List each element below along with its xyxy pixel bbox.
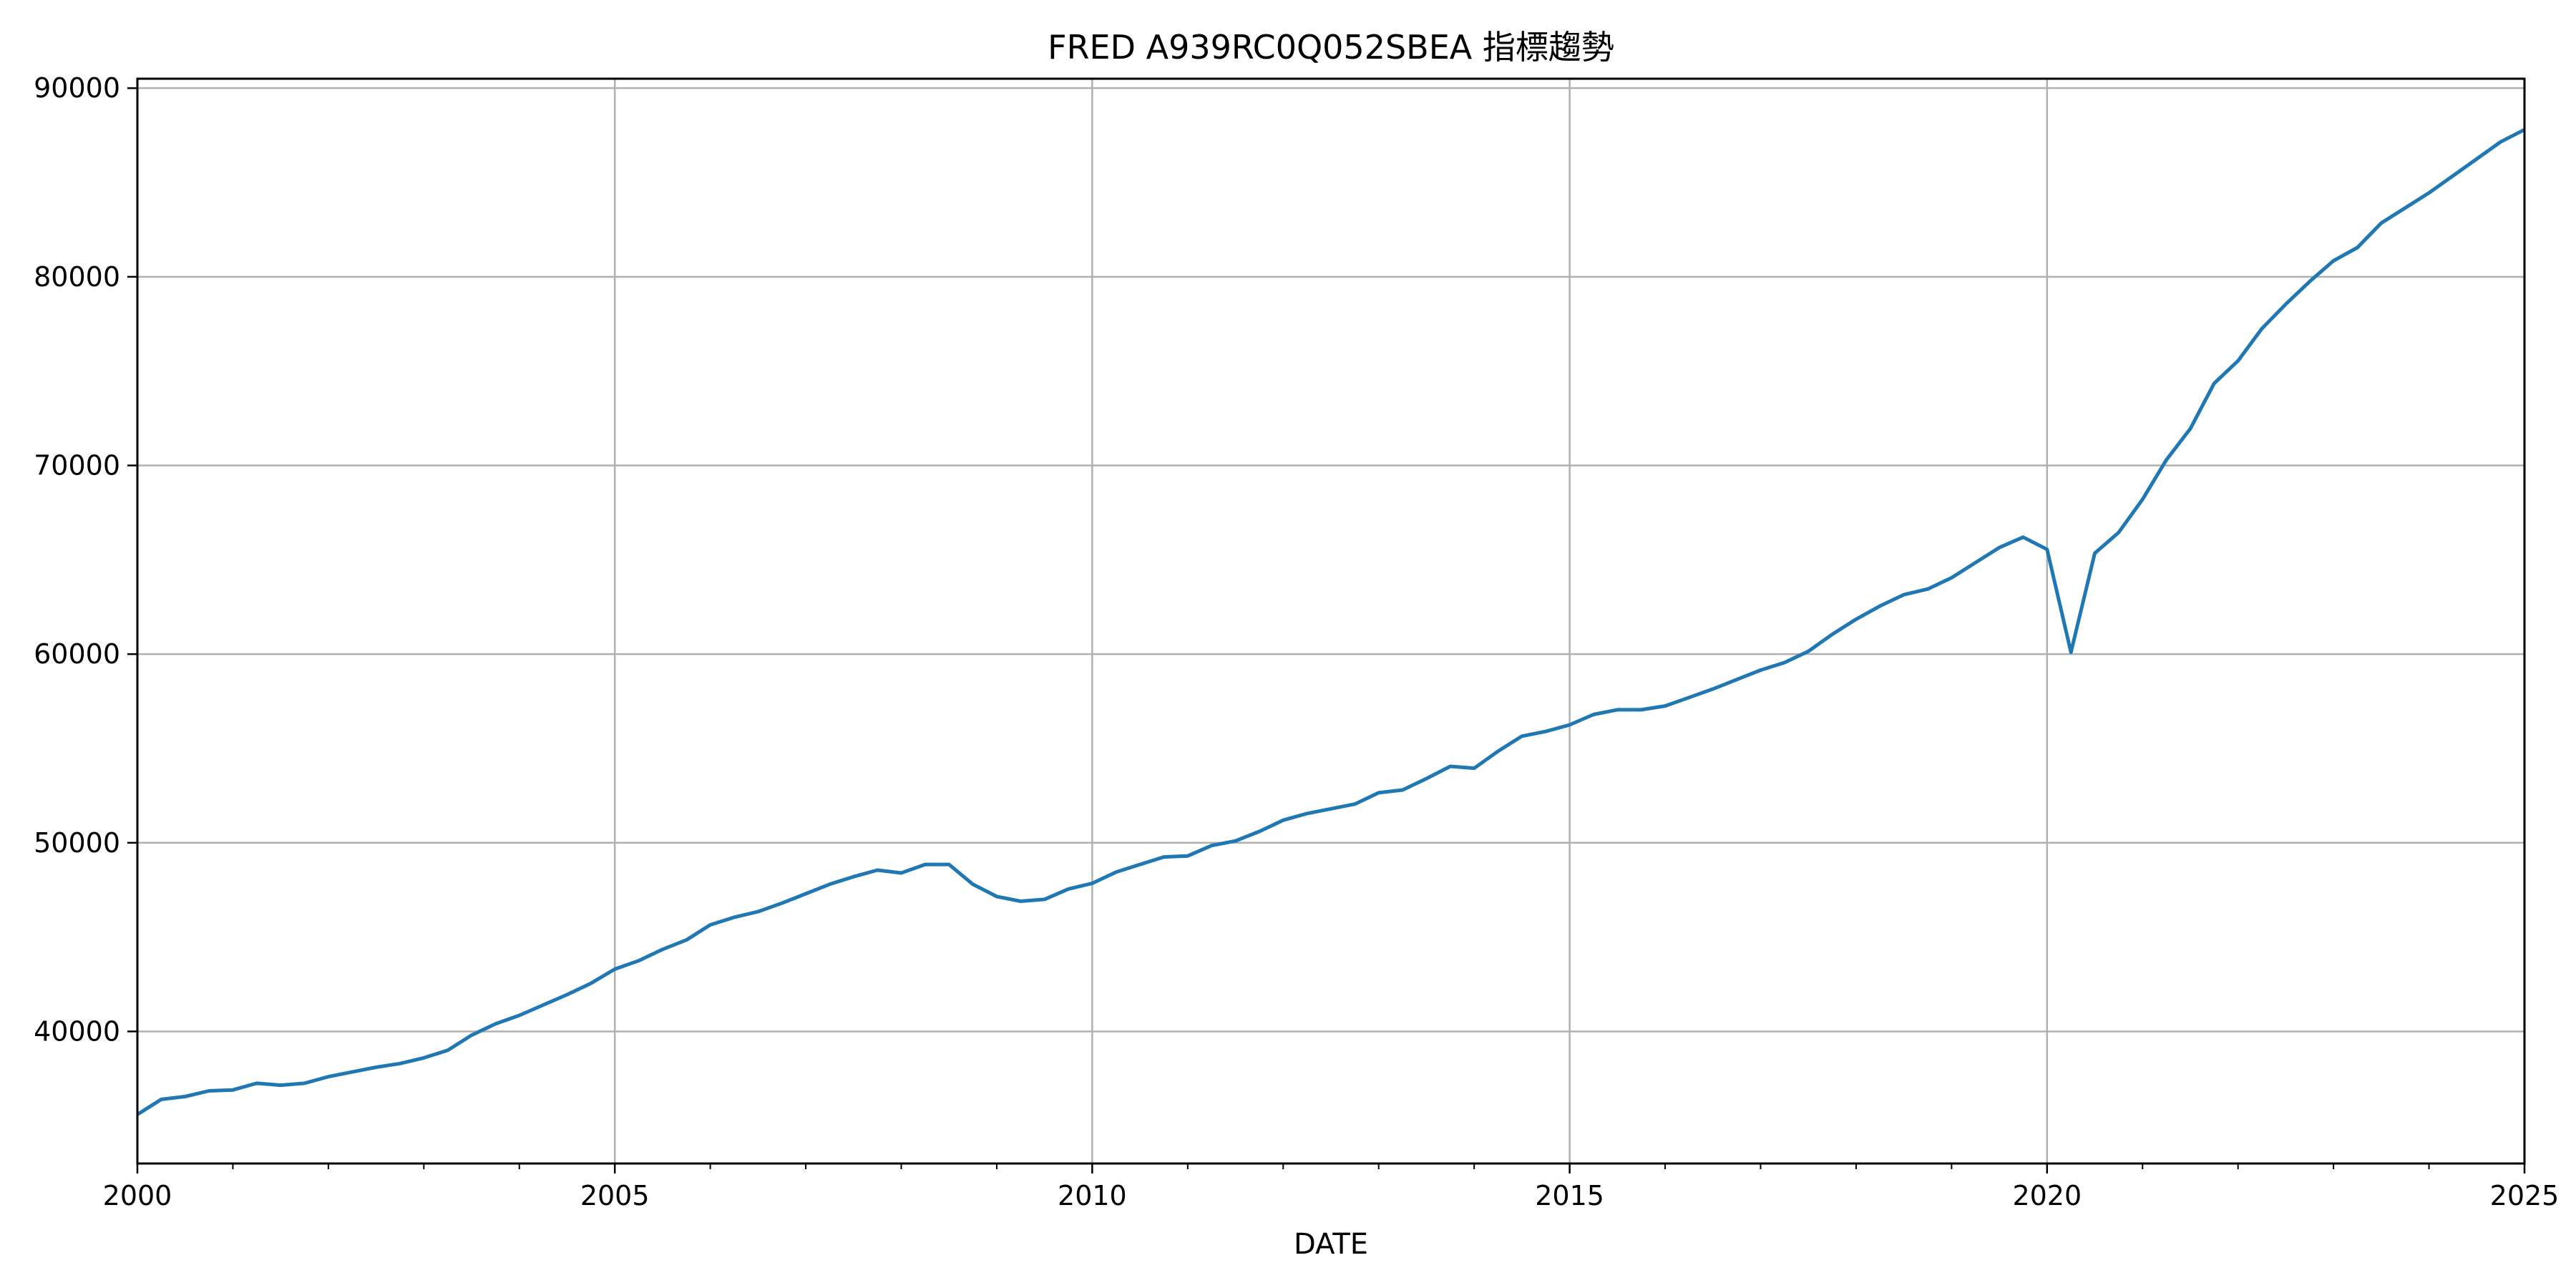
chart-title: FRED A939RC0Q052SBEA 指標趨勢: [1048, 28, 1614, 67]
plot-frame: [136, 77, 2526, 1165]
x-tick-label: 2005: [580, 1180, 650, 1211]
x-axis-label: DATE: [1294, 1228, 1368, 1261]
x-tick-label: 2010: [1058, 1180, 1127, 1211]
y-tick-label: 40000: [34, 1015, 120, 1047]
series-line: [136, 127, 2526, 1116]
y-tick-label: 90000: [34, 72, 120, 104]
y-tick-label: 70000: [34, 449, 120, 481]
x-axis: 2000 2005 2010 2015 2020 2025: [103, 1163, 2560, 1211]
y-tick-label: 80000: [34, 261, 120, 293]
y-axis: 40000 50000 60000 70000 80000 90000: [34, 72, 137, 1047]
y-tick-label: 50000: [34, 827, 120, 859]
x-tick-label: 2025: [2490, 1180, 2560, 1211]
x-tick-label: 2000: [103, 1180, 172, 1211]
x-tick-label: 2015: [1535, 1180, 1604, 1211]
y-tick-label: 60000: [34, 638, 120, 670]
series-group: [136, 127, 2526, 1116]
x-tick-label: 2020: [2012, 1180, 2082, 1211]
